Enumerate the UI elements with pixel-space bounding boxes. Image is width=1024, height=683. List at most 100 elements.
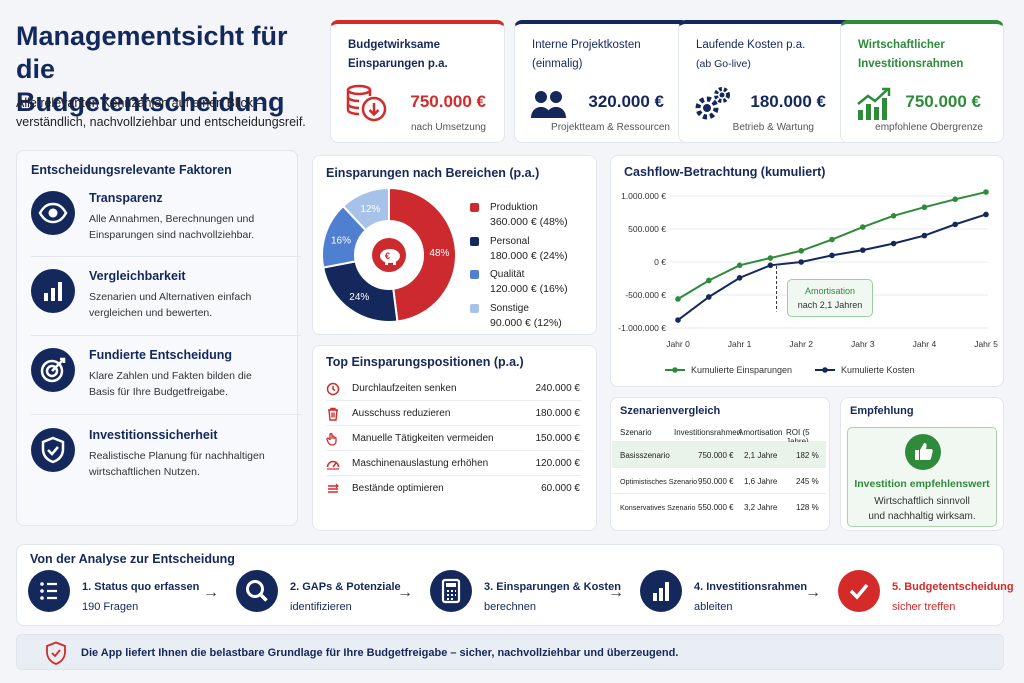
step-sublabel: 190 Fragen <box>82 601 139 613</box>
series-point <box>890 213 897 219</box>
kpi-card-project-costs: Interne Projektkosten (einmalig) 320.000… <box>514 20 689 143</box>
legend-item-produktion: Produktion 360.000 € (48%) <box>470 200 568 230</box>
y-tick-label: 0 € <box>654 257 666 267</box>
step-label: 5. Budgetentscheidung <box>892 581 1014 593</box>
factor-desc: Klare Zahlen und Fakten bilden die Basis … <box>89 368 299 400</box>
step-label: 3. Einsparungen & Kosten <box>484 581 621 593</box>
position-label: Manuelle Tätigkeiten vermeiden <box>352 433 494 444</box>
series-point <box>860 224 866 230</box>
legend-name: Produktion <box>490 202 538 213</box>
legend-detail: 120.000 € (16%) <box>490 283 568 295</box>
thumbs-up-icon <box>905 434 941 470</box>
pie-label: 12% <box>360 204 380 215</box>
table-cell: 245 % <box>796 477 819 486</box>
target-icon <box>31 348 75 392</box>
step-label: 2. GAPs & Potenziale <box>290 581 401 593</box>
series-point <box>675 296 681 302</box>
team-icon <box>531 91 566 118</box>
step-label: 1. Status quo erfassen <box>82 581 200 593</box>
footer-text: Die App liefert Ihnen die belastbare Gru… <box>81 647 679 659</box>
x-tick-label: Jahr 1 <box>728 339 752 349</box>
series-point <box>890 240 897 247</box>
series-point <box>798 259 804 265</box>
footer-banner: Die App liefert Ihnen die belastbare Gru… <box>16 634 1004 670</box>
kpi-title-2: (einmalig) <box>532 58 583 70</box>
kpi-title: Wirtschaftlicher <box>858 39 945 51</box>
legend-item-sonstige: Sonstige 90.000 € (12%) <box>470 301 562 331</box>
magnifier-icon <box>236 570 278 612</box>
factor-desc: Alle Annahmen, Berechnungen und Einsparun… <box>89 211 299 243</box>
series-point <box>983 211 989 218</box>
x-tick-label: Jahr 5 <box>974 339 998 349</box>
cashflow-panel <box>610 155 1004 387</box>
divider <box>31 414 301 415</box>
kpi-title: Interne Projektkosten <box>532 39 641 51</box>
kpi-sub: Betrieb & Wartung <box>732 122 814 133</box>
series-point <box>921 232 928 239</box>
table-cell: 128 % <box>796 503 819 512</box>
x-tick-label: Jahr 3 <box>851 339 875 349</box>
x-tick-label: Jahr 4 <box>913 339 937 349</box>
recommendation-text: Wirtschaftlich sinnvoll und nachhaltig w… <box>848 494 996 524</box>
table-header: Investitionsrahmen <box>674 428 742 437</box>
table-cell: 950.000 € <box>698 477 734 486</box>
series-point <box>952 221 958 228</box>
factor-desc-line-2: Basis für Ihre Budgetfreigabe. <box>89 386 228 398</box>
step-label: 4. Investitionsrahmen <box>694 581 808 593</box>
factor-desc-line-1: Klare Zahlen und Fakten bilden die <box>89 370 252 382</box>
table-cell: 550.000 € <box>698 503 734 512</box>
table-cell: 3,2 Jahre <box>744 503 778 512</box>
factor-title: Transparenz <box>89 191 163 205</box>
payback-annotation-title: Amortisation <box>804 286 856 296</box>
position-row: Maschinenauslastung erhöhen 120.000 € <box>326 451 582 476</box>
table-cell: 1,6 Jahre <box>744 477 778 486</box>
legend-detail: 90.000 € (12%) <box>490 317 562 329</box>
series-point <box>983 189 989 195</box>
page-subtitle-line-1: Alle relevanten Kennzahlen auf einen Bli… <box>16 96 264 110</box>
pie-slice-produktion <box>388 186 457 323</box>
series-point <box>736 275 743 281</box>
bar-chart-icon <box>640 570 682 612</box>
position-value: 180.000 € <box>535 408 581 419</box>
legend-detail: 360.000 € (48%) <box>490 216 568 228</box>
pie-slice-sonstige <box>341 186 390 232</box>
arrow-right-icon: → <box>608 584 624 601</box>
table-header-row: Szenario Investitionsrahmen Amortisation… <box>612 420 826 446</box>
y-tick-label: -1.000.000 € <box>618 323 666 333</box>
factor-title: Fundierte Entscheidung <box>89 348 233 362</box>
page-title-line-2: die Budgetentscheidung <box>16 54 285 117</box>
factor-desc: Realistische Planung für nachhaltigen wir… <box>89 448 299 480</box>
step-sublabel: berechnen <box>484 601 536 613</box>
series-point <box>860 247 866 253</box>
table-cell: Konservatives Szenario <box>620 503 696 512</box>
page-title-line-1: Managementsicht für <box>16 21 288 51</box>
position-row: Manuelle Tätigkeiten vermeiden 150.000 € <box>326 426 582 451</box>
position-value: 240.000 € <box>535 383 581 394</box>
table-cell: 2,1 Jahre <box>744 451 778 460</box>
recommendation-text-line-2: und nachhaltig wirksam. <box>868 511 976 522</box>
calculator-icon <box>430 570 472 612</box>
series-point <box>767 262 774 269</box>
series-point <box>706 277 712 284</box>
factor-desc-line-1: Realistische Planung für nachhaltigen <box>89 450 265 462</box>
cashflow-title: Cashflow-Betrachtung (kumuliert) <box>624 165 826 179</box>
factor-desc-line-2: vergleichen und bewerten. <box>89 307 213 319</box>
legend-label: Kumulierte Einsparungen <box>691 365 792 375</box>
page-subtitle-line-2: verständlich, nachvollziehbar und entsch… <box>16 115 306 129</box>
bar-chart-icon <box>31 269 75 313</box>
kpi-value: 750.000 € <box>905 92 981 111</box>
y-tick-label: 500.000 € <box>628 224 666 234</box>
table-cell: 182 % <box>796 451 819 460</box>
position-row: Durchlaufzeiten senken 240.000 € <box>326 376 582 401</box>
series-point <box>921 204 928 211</box>
arrow-right-icon: → <box>397 584 413 601</box>
svg-text:€: € <box>385 251 390 261</box>
coins-down-icon <box>346 84 387 122</box>
legend-item-qualitaet: Qualität 120.000 € (16%) <box>470 267 568 297</box>
position-row: Bestände optimieren 60.000 € <box>326 476 582 501</box>
table-header: Amortisation <box>738 428 783 437</box>
page-title: Managementsicht für die Budgetentscheidu… <box>16 20 316 119</box>
factors-title: Entscheidungsrelevante Faktoren <box>31 163 232 177</box>
gears-icon <box>695 87 730 120</box>
arrow-right-icon: → <box>805 584 821 601</box>
